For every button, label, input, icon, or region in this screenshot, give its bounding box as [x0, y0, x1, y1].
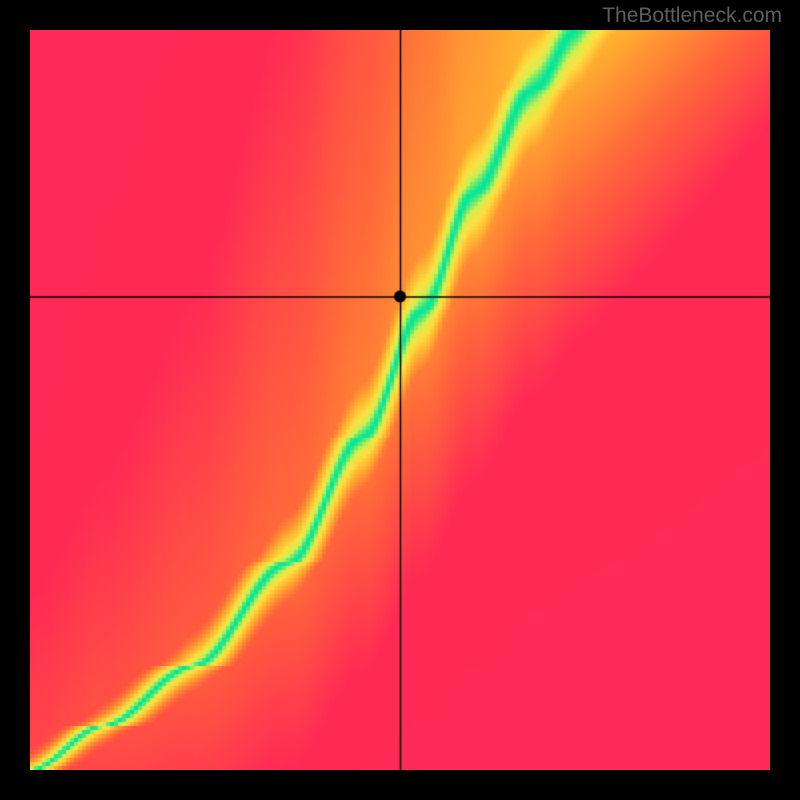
- watermark-text: TheBottleneck.com: [602, 4, 782, 28]
- chart-container: TheBottleneck.com: [0, 0, 800, 800]
- plot-area: [30, 30, 770, 770]
- heatmap-canvas: [30, 30, 770, 770]
